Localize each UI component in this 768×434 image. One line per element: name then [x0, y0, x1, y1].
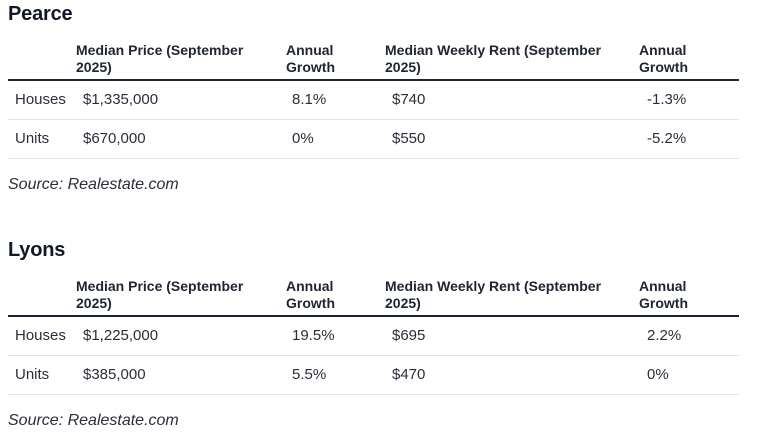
cell-price-growth: 5.5%	[292, 366, 327, 383]
table-row-houses: Houses $1,225,000 19.5% $695 2.2%	[8, 316, 739, 356]
section-heading: Pearce	[8, 3, 73, 25]
cell-rent-growth: -1.3%	[647, 91, 687, 108]
cell-property-type: Houses	[15, 91, 66, 108]
cell-median-price: $1,335,000	[83, 91, 159, 108]
cell-price-growth: 0%	[292, 130, 314, 147]
cell-rent-growth: 2.2%	[647, 327, 682, 344]
table-header: Median Price (September 2025) Annual Gro…	[8, 42, 739, 81]
header-median-weekly-rent: Median Weekly Rent (September 2025)	[385, 42, 602, 75]
cell-property-type: Houses	[15, 327, 66, 344]
cell-weekly-rent: $470	[392, 366, 426, 383]
cell-median-price: $1,225,000	[83, 327, 159, 344]
cell-rent-growth: 0%	[647, 366, 669, 383]
cell-rent-growth: -5.2%	[647, 130, 687, 147]
section-heading: Lyons	[8, 239, 66, 261]
table-row-units: Units $670,000 0% $550 -5.2%	[8, 119, 739, 159]
cell-price-growth: 8.1%	[292, 91, 327, 108]
cell-weekly-rent: $695	[392, 327, 426, 344]
cell-price-growth: 19.5%	[292, 327, 335, 344]
cell-weekly-rent: $740	[392, 91, 426, 108]
cell-property-type: Units	[15, 366, 50, 383]
header-median-weekly-rent: Median Weekly Rent (September 2025)	[385, 278, 602, 311]
cell-median-price: $385,000	[83, 366, 146, 383]
header-price-annual-growth: Annual Growth	[286, 278, 335, 311]
source-note: Source: Realestate.com	[8, 412, 179, 429]
table-row-units: Units $385,000 5.5% $470 0%	[8, 355, 739, 395]
cell-property-type: Units	[15, 130, 50, 147]
cell-median-price: $670,000	[83, 130, 146, 147]
cell-weekly-rent: $550	[392, 130, 426, 147]
header-median-price: Median Price (September 2025)	[76, 278, 244, 311]
source-note: Source: Realestate.com	[8, 176, 179, 193]
table-header: Median Price (September 2025) Annual Gro…	[8, 278, 739, 317]
header-rent-annual-growth: Annual Growth	[639, 42, 688, 75]
header-price-annual-growth: Annual Growth	[286, 42, 335, 75]
header-rent-annual-growth: Annual Growth	[639, 278, 688, 311]
table-row-houses: Houses $1,335,000 8.1% $740 -1.3%	[8, 80, 739, 120]
header-median-price: Median Price (September 2025)	[76, 42, 244, 75]
